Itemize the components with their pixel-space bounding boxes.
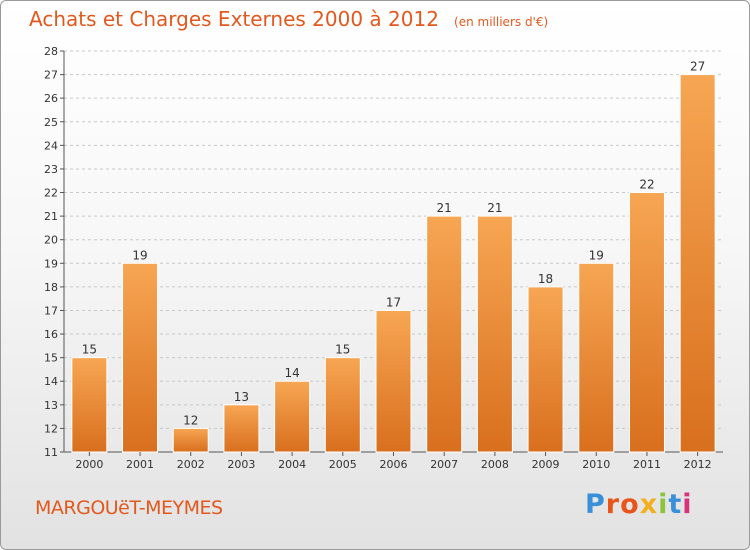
data-label: 27 (690, 60, 705, 74)
x-tick-label: 2006 (380, 458, 408, 471)
bar-2011 (628, 192, 665, 453)
y-tick-label: 20 (44, 234, 58, 247)
y-tick-label: 14 (44, 375, 58, 388)
y-tick-label: 12 (44, 422, 58, 435)
bar-2001 (122, 262, 159, 453)
bar-2002 (172, 427, 209, 453)
y-tick-label: 24 (44, 139, 58, 152)
y-tick-label: 28 (44, 45, 58, 58)
y-tick-label: 13 (44, 399, 58, 412)
data-label: 15 (82, 343, 97, 357)
bar-2000 (71, 357, 108, 453)
chart-unit: (en milliers d'€) (454, 15, 549, 29)
data-label: 22 (639, 178, 654, 192)
data-label: 13 (234, 390, 249, 404)
x-tick-label: 2011 (633, 458, 661, 471)
data-label: 17 (386, 295, 401, 309)
x-tick-label: 2005 (329, 458, 357, 471)
data-label: 18 (538, 272, 553, 286)
x-tick-label: 2004 (278, 458, 306, 471)
proxiti-logo[interactable]: Proxiti (585, 489, 693, 520)
x-tick-label: 2007 (430, 458, 458, 471)
bar-2006 (375, 309, 412, 453)
y-tick-label: 18 (44, 281, 58, 294)
x-tick-label: 2010 (582, 458, 610, 471)
bar-2007 (426, 215, 463, 453)
y-tick-label: 21 (44, 210, 58, 223)
data-label: 14 (284, 366, 299, 380)
bar-2005 (324, 357, 361, 453)
bar-2012 (679, 74, 716, 453)
x-tick-label: 2012 (684, 458, 712, 471)
data-label: 19 (132, 248, 147, 262)
y-tick-label: 23 (44, 163, 58, 176)
y-tick-label: 11 (44, 446, 58, 459)
bar-2009 (527, 286, 564, 453)
y-tick-label: 17 (44, 304, 58, 317)
x-tick-label: 2008 (481, 458, 509, 471)
chart-title: Achats et Charges Externes 2000 à 2012 (29, 7, 439, 31)
y-tick-label: 15 (44, 352, 58, 365)
data-label: 21 (487, 201, 502, 215)
bar-2004 (274, 380, 311, 453)
x-tick-label: 2000 (75, 458, 103, 471)
x-tick-label: 2001 (126, 458, 154, 471)
commune-name: MARGOUëT-MEYMES (35, 497, 223, 519)
data-label: 21 (437, 201, 452, 215)
y-tick-label: 25 (44, 116, 58, 129)
bar-2008 (476, 215, 513, 453)
x-tick-label: 2009 (532, 458, 560, 471)
title-row: Achats et Charges Externes 2000 à 2012 (… (29, 7, 548, 31)
data-label: 15 (335, 343, 350, 357)
bar-2003 (223, 404, 260, 453)
data-label: 12 (183, 413, 198, 427)
data-label: 19 (589, 248, 604, 262)
y-tick-label: 19 (44, 257, 58, 270)
x-tick-label: 2002 (177, 458, 205, 471)
x-tick-label: 2003 (227, 458, 255, 471)
y-tick-label: 16 (44, 328, 58, 341)
y-tick-label: 27 (44, 69, 58, 82)
y-tick-label: 22 (44, 187, 58, 200)
y-tick-label: 26 (44, 92, 58, 105)
bar-2010 (578, 262, 615, 453)
